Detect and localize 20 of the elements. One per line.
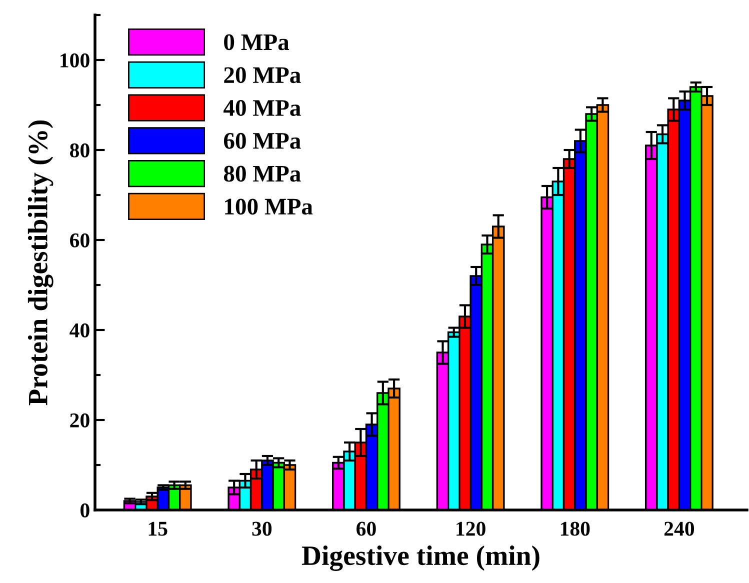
y-tick-label: 40	[70, 323, 90, 338]
x-tick-label: 240	[664, 522, 694, 536]
y-tick-label: 60	[70, 233, 90, 248]
x-tick-label: 60	[356, 522, 376, 536]
y-axis-title: Protein digestibility (%)	[28, 120, 54, 406]
x-tick-label: 30	[252, 522, 272, 536]
x-axis-title: Digestive time (min)	[302, 546, 540, 571]
y-tick-label: 100	[60, 53, 90, 68]
legend-label: 80 MPa	[224, 166, 301, 182]
y-tick-label: 80	[70, 143, 90, 158]
legend-label: 20 MPa	[224, 67, 301, 84]
legend-label: 0 MPa	[224, 34, 290, 50]
y-tick-label: 20	[70, 413, 90, 428]
x-tick-label: 120	[456, 522, 486, 536]
x-tick-label: 180	[560, 522, 590, 536]
legend-label: 60 MPa	[224, 132, 301, 149]
legend-label: 40 MPa	[223, 100, 301, 116]
legend-label: 100 MPa	[225, 198, 313, 215]
y-tick-label: 0	[80, 503, 90, 518]
x-tick-label: 15	[148, 522, 168, 536]
